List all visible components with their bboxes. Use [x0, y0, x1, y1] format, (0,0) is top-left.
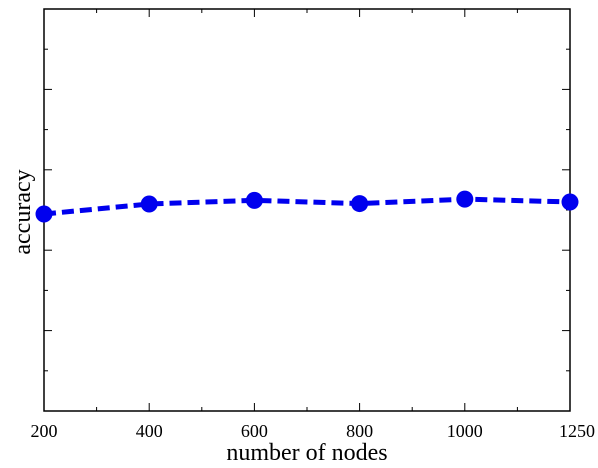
- series-layer: [35, 190, 579, 223]
- plot-frame: [43, 8, 571, 412]
- data-point: [245, 191, 263, 209]
- data-point: [35, 205, 53, 223]
- series-line: [43, 196, 571, 217]
- x-tick-label: 800: [346, 421, 373, 441]
- data-point: [561, 193, 579, 211]
- axis-ticks: [43, 8, 571, 412]
- data-point: [140, 195, 158, 213]
- x-tick-labels: 200 400 600 800 1000 1250: [31, 421, 596, 441]
- x-tick-label: 600: [241, 421, 268, 441]
- x-tick-label: 400: [136, 421, 163, 441]
- y-axis-title: accuracy: [10, 169, 36, 254]
- x-tick-label: 1250: [559, 421, 595, 441]
- x-tick-label: 1000: [447, 421, 483, 441]
- data-point: [456, 190, 474, 208]
- data-point: [351, 195, 369, 213]
- x-axis-title: number of nodes: [226, 440, 387, 466]
- x-tick-label: 200: [31, 421, 58, 441]
